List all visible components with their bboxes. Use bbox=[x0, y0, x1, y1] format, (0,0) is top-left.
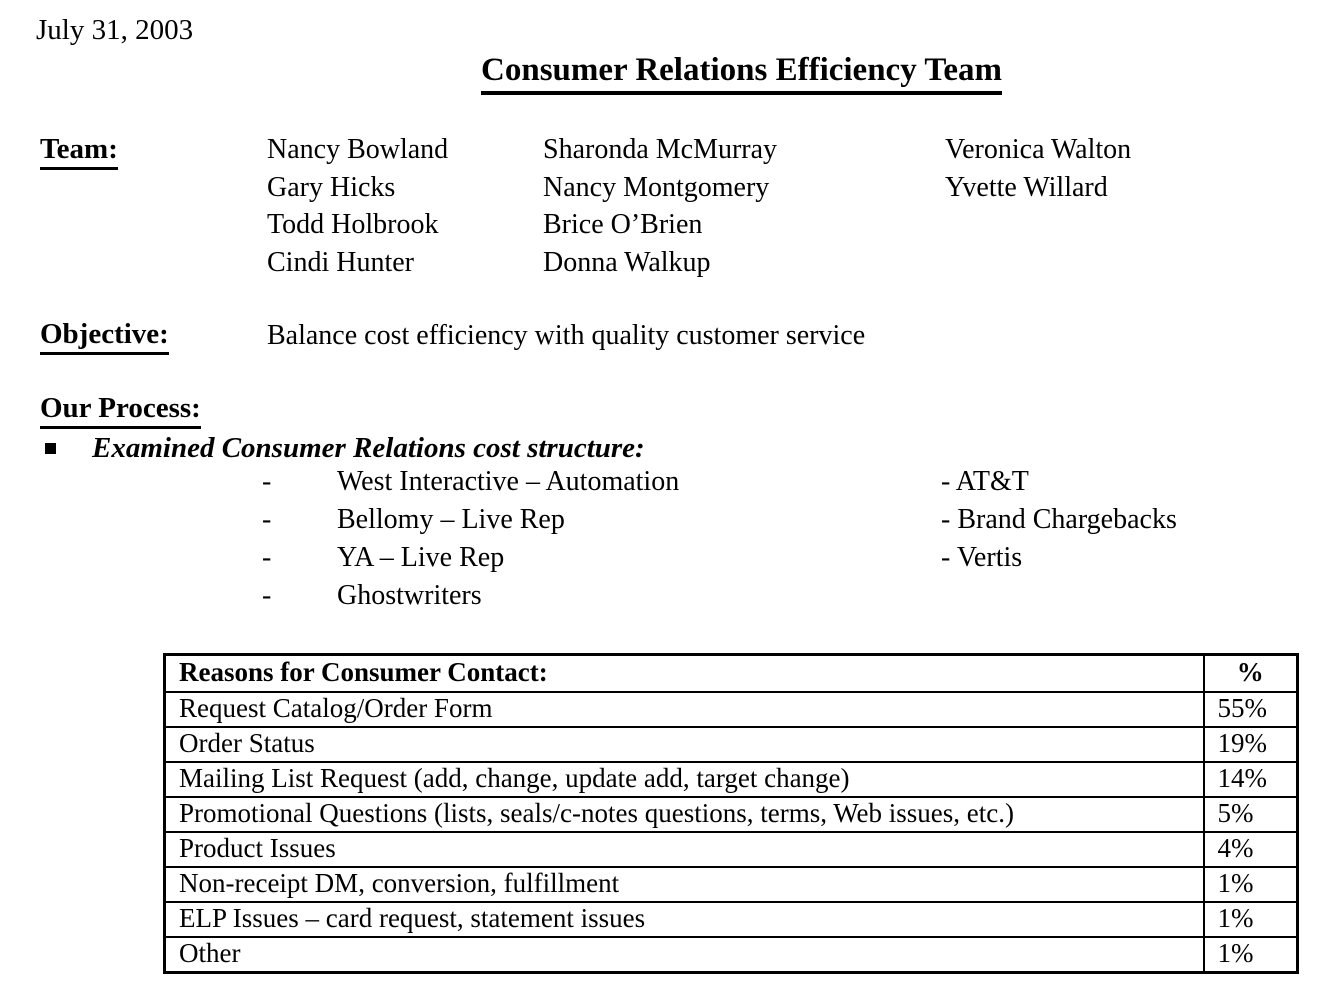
reason-cell: Product Issues bbox=[163, 830, 1205, 868]
bullet-square-icon bbox=[45, 443, 56, 454]
cost-item-label: YA – Live Rep bbox=[337, 542, 505, 573]
team-member: Yvette Willard bbox=[945, 171, 1108, 203]
table-row: Order Status 19% bbox=[163, 725, 1299, 763]
vendor-item-label: - AT&T bbox=[941, 466, 1029, 497]
dash-marker: - bbox=[262, 504, 272, 535]
percent-cell: 1% bbox=[1202, 865, 1299, 903]
reason-cell: Mailing List Request (add, change, updat… bbox=[163, 760, 1205, 798]
team-member: Todd Holbrook bbox=[267, 209, 439, 240]
cost-item-label: West Interactive – Automation bbox=[337, 466, 680, 497]
process-section-label-wrap: Our Process: bbox=[40, 392, 201, 429]
percent-cell: 4% bbox=[1202, 830, 1299, 868]
team-member: Gary Hicks bbox=[267, 171, 396, 203]
table-row: Other 1% bbox=[163, 935, 1299, 973]
reason-cell: Promotional Questions (lists, seals/c-no… bbox=[163, 795, 1205, 833]
table-row: Product Issues 4% bbox=[163, 830, 1299, 868]
team-section-label-wrap: Team: bbox=[40, 133, 118, 170]
team-member: Nancy Bowland bbox=[267, 134, 449, 165]
table-row: Promotional Questions (lists, seals/c-no… bbox=[163, 795, 1299, 833]
reason-cell: Other bbox=[163, 935, 1205, 973]
team-member: Sharonda McMurray bbox=[543, 134, 778, 165]
cost-list-row: - YA – Live Rep - Vertis bbox=[0, 542, 1343, 580]
percent-cell: 1% bbox=[1202, 900, 1299, 938]
percent-cell: 1% bbox=[1202, 935, 1299, 973]
table-row: Request Catalog/Order Form 55% bbox=[163, 690, 1299, 728]
process-bullet-text: Examined Consumer Relations cost structu… bbox=[92, 432, 645, 464]
cost-list-row: - Bellomy – Live Rep - Brand Chargebacks bbox=[0, 504, 1343, 542]
dash-marker: - bbox=[262, 580, 272, 611]
objective-text: Balance cost efficiency with quality cus… bbox=[267, 320, 866, 351]
percent-cell: 5% bbox=[1202, 795, 1299, 833]
page-title: Consumer Relations Efficiency Team bbox=[481, 52, 1002, 95]
table-row: Non-receipt DM, conversion, fulfillment … bbox=[163, 865, 1299, 903]
percent-cell: 14% bbox=[1202, 760, 1299, 798]
reason-cell: ELP Issues – card request, statement iss… bbox=[163, 900, 1205, 938]
team-column-1: Nancy Bowland Gary Hicks Todd Holbrook C… bbox=[267, 131, 448, 281]
team-label: Team: bbox=[40, 133, 118, 170]
cost-item-label: Bellomy – Live Rep bbox=[337, 504, 565, 535]
reason-cell: Non-receipt DM, conversion, fulfillment bbox=[163, 865, 1205, 903]
reason-cell: Request Catalog/Order Form bbox=[163, 690, 1205, 728]
process-heading: Our Process: bbox=[40, 392, 201, 429]
team-member: Brice O’Brien bbox=[543, 209, 703, 240]
table-row: ELP Issues – card request, statement iss… bbox=[163, 900, 1299, 938]
dash-marker: - bbox=[262, 466, 272, 497]
vendor-item-label: - Brand Chargebacks bbox=[941, 504, 1177, 535]
contact-reasons-table: Reasons for Consumer Contact: % Request … bbox=[163, 653, 1299, 974]
cost-list-row: - Ghostwriters bbox=[0, 580, 1343, 618]
objective-label: Objective: bbox=[40, 318, 169, 355]
percent-cell: 55% bbox=[1202, 690, 1299, 728]
team-member: Nancy Montgomery bbox=[543, 171, 770, 203]
percent-cell: 19% bbox=[1202, 725, 1299, 763]
team-member: Veronica Walton bbox=[945, 134, 1132, 165]
team-column-2: Sharonda McMurray Nancy Montgomery Brice… bbox=[543, 131, 777, 281]
objective-section-label-wrap: Objective: bbox=[40, 318, 169, 355]
cost-list-row: - West Interactive – Automation - AT&T bbox=[0, 466, 1343, 504]
cost-item-label: Ghostwriters bbox=[337, 580, 482, 611]
document-date: July 31, 2003 bbox=[36, 14, 194, 46]
reason-cell: Order Status bbox=[163, 725, 1205, 763]
table-header-reason: Reasons for Consumer Contact: bbox=[163, 653, 1205, 693]
vendor-item-label: - Vertis bbox=[941, 542, 1023, 573]
table-row: Mailing List Request (add, change, updat… bbox=[163, 760, 1299, 798]
dash-marker: - bbox=[262, 542, 272, 573]
team-member: Donna Walkup bbox=[543, 246, 711, 278]
process-bullet-item: Examined Consumer Relations cost structu… bbox=[45, 432, 645, 465]
team-column-3: Veronica Walton Yvette Willard bbox=[945, 131, 1131, 206]
cost-structure-list: - West Interactive – Automation - AT&T -… bbox=[0, 466, 1343, 618]
page-title-container: Consumer Relations Efficiency Team bbox=[70, 52, 1343, 95]
table-header-row: Reasons for Consumer Contact: % bbox=[163, 653, 1299, 693]
team-member: Cindi Hunter bbox=[267, 246, 414, 278]
table-header-percent: % bbox=[1202, 653, 1299, 693]
